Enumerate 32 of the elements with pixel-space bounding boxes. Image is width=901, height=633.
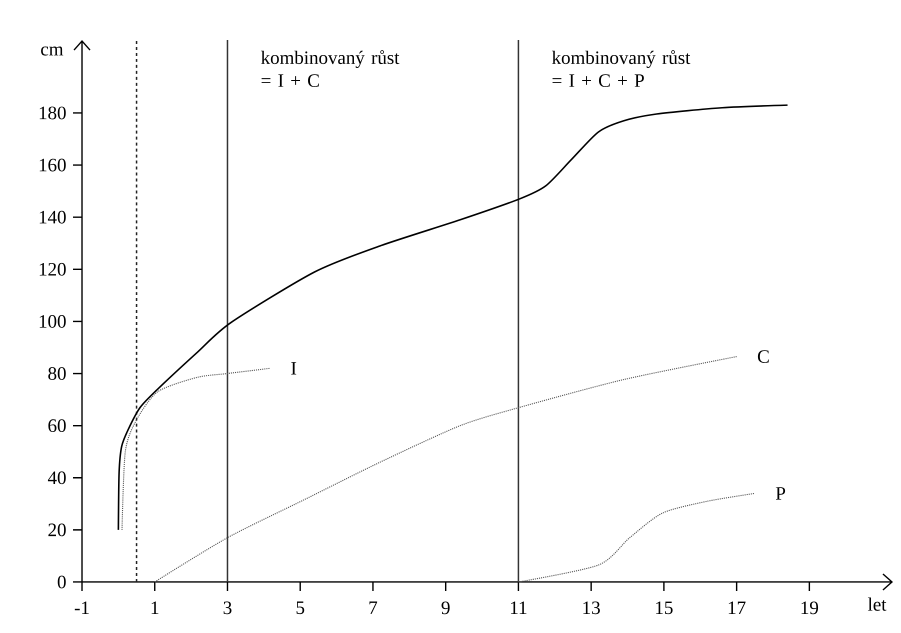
line-series <box>154 356 738 583</box>
y-tick-label: 100 <box>40 315 66 328</box>
x-tick-label: 5 <box>296 601 304 614</box>
x-tick-label: 9 <box>442 601 450 614</box>
y-tick-label: 60 <box>48 419 66 432</box>
annotation: kombinovaný růst = I + C + P <box>552 50 690 87</box>
line-series <box>118 104 788 531</box>
y-tick-label: 20 <box>48 523 66 536</box>
x-tick-label: 13 <box>583 601 600 614</box>
y-tick-label: 80 <box>48 367 66 380</box>
annotation: kombinovaný růst = I + C <box>261 50 400 87</box>
series-label: P <box>776 487 786 500</box>
x-tick-label: 15 <box>656 602 673 614</box>
x-tick-label: 11 <box>510 602 526 614</box>
y-tick-label: 160 <box>40 158 66 172</box>
x-tick-label: 1 <box>152 602 158 614</box>
y-tick-label: 140 <box>40 210 66 224</box>
line-series <box>121 368 271 530</box>
x-tick-label: 17 <box>728 602 746 614</box>
x-tick-label: -1 <box>74 602 89 614</box>
x-tick-label: 7 <box>369 601 378 614</box>
series-label: I <box>291 362 296 375</box>
y-tick-label: 40 <box>48 471 66 484</box>
x-tick-label: 3 <box>224 601 232 614</box>
y-tick-label: 120 <box>40 262 66 276</box>
x-tick-label: 19 <box>802 601 818 614</box>
y-tick-label: 180 <box>40 106 66 120</box>
y-axis-title: cm <box>41 46 64 56</box>
y-tick-label: 0 <box>58 576 66 588</box>
line-series <box>518 492 756 583</box>
x-axis-title: let <box>868 598 886 611</box>
series-label: C <box>758 350 769 363</box>
